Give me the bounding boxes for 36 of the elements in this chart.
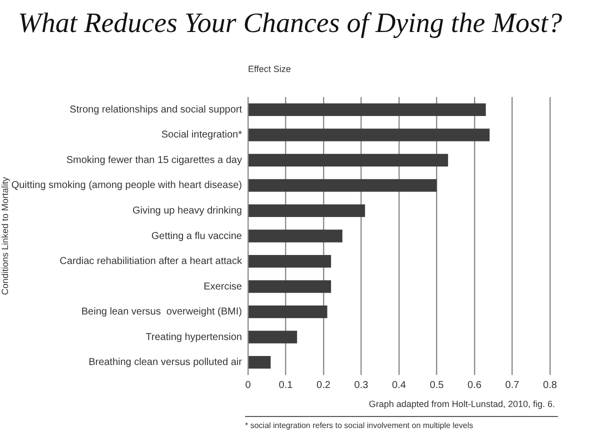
- x-tick-label: 0.5: [430, 380, 444, 391]
- y-tick-label: Exercise: [204, 281, 242, 292]
- x-tick-label: 0.6: [468, 380, 482, 391]
- x-tick-label: 0.4: [392, 380, 406, 391]
- bar: [248, 154, 448, 166]
- bar: [248, 103, 486, 116]
- y-tick-label: Giving up heavy drinking: [132, 205, 242, 216]
- y-tick-label: Breathing clean versus polluted air: [88, 357, 243, 368]
- bar: [248, 356, 271, 369]
- y-tick-label: Treating hypertension: [146, 332, 242, 343]
- x-axis-title: Effect Size: [248, 64, 291, 74]
- bar: [248, 204, 366, 218]
- y-axis-title: Conditions Linked to Mortality: [0, 176, 10, 296]
- bar: [248, 128, 490, 142]
- y-tick-label: Strong relationships and social support: [70, 104, 242, 116]
- y-tick-label: Getting a flu vaccine: [151, 230, 242, 242]
- bar: [248, 330, 298, 344]
- bar: [248, 254, 332, 268]
- y-tick-label: Quitting smoking (among people with heart disease): [11, 180, 242, 192]
- x-tick-label: 0.2: [316, 380, 331, 391]
- x-tick-label: 0.3: [354, 380, 369, 391]
- x-tick-label: 0.1: [278, 380, 294, 391]
- x-tick-label: 0: [245, 380, 252, 391]
- bar: [248, 179, 437, 192]
- text: Graph adapted from Holt-Lunstad, 2010, fig. 6.: [368, 399, 555, 409]
- bar: [248, 280, 332, 293]
- bar: [248, 230, 342, 242]
- chart-title: What Reduces Your Chances of Dying the Most?: [18, 8, 562, 40]
- y-tick-label: Social integration*: [161, 130, 242, 141]
- x-tick-label: 0.8: [543, 380, 558, 391]
- y-tick-label: Being lean versus overweight (BMI): [81, 306, 242, 318]
- y-tick-label: Smoking fewer than 15 cigarettes a day: [66, 154, 242, 166]
- bar: [248, 306, 328, 318]
- y-tick-label: Cardiac rehabilitiation after a heart attack: [60, 256, 243, 268]
- text: * social integration refers to social involvement on multiple levels: [245, 421, 474, 430]
- x-tick-label: 0.7: [505, 380, 520, 391]
